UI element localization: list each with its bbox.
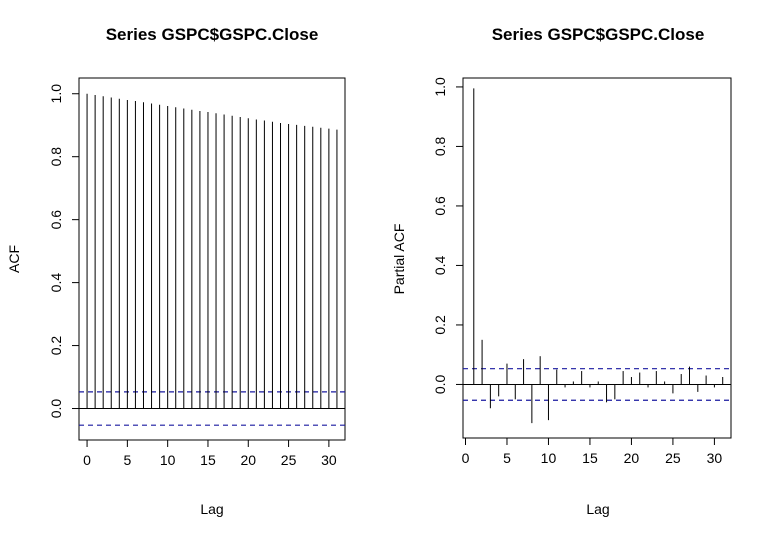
pacf-y-tick-label: 0.4 (432, 255, 448, 275)
pacf-y-tick-label: 0.2 (432, 315, 448, 335)
pacf-y-tick-label: 0.8 (432, 136, 448, 156)
pacf-marks: 0 5 10 15 20 25 30 0.0 0.2 0.4 0.6 0.8 1.0 (432, 77, 731, 466)
pacf-y-tick-label: 1.0 (432, 77, 448, 97)
pacf-plot-frame (462, 77, 732, 439)
acf-y-tick-label: 0.8 (48, 147, 64, 167)
acf-y-tick-label: 0.6 (48, 210, 64, 230)
acf-y-tick-label: 0.2 (48, 336, 64, 356)
acf-x-tick-label: 5 (123, 452, 131, 468)
acf-x-tick-label: 0 (83, 452, 91, 468)
pacf-x-tick-label: 30 (707, 450, 723, 466)
acf-y-tick-label: 0.0 (48, 399, 64, 419)
acf-marks: 0 5 10 15 20 25 30 0.0 0.2 0.4 0.6 0.8 1.0 (48, 84, 345, 468)
pacf-x-tick-label: 20 (624, 450, 640, 466)
pacf-x-tick-label: 0 (462, 450, 470, 466)
acf-y-axis-label: ACF (6, 245, 22, 273)
acf-title: Series GSPC$GSPC.Close (106, 25, 319, 44)
acf-x-tick-label: 20 (240, 452, 256, 468)
pacf-x-tick-label: 25 (665, 450, 681, 466)
pacf-y-tick-label: 0.6 (432, 196, 448, 216)
pacf-y-axis-label: Partial ACF (391, 224, 407, 295)
acf-y-tick-label: 1.0 (48, 84, 64, 104)
acf-x-tick-label: 10 (160, 452, 176, 468)
acf-plot-frame (78, 77, 346, 441)
pacf-panel: Series GSPC$GSPC.Close Lag Partial ACF 0… (391, 25, 732, 517)
acf-y-tick-label: 0.4 (48, 273, 64, 293)
acf-x-tick-label: 15 (200, 452, 216, 468)
acf-x-axis-label: Lag (200, 501, 223, 517)
pacf-x-tick-label: 10 (541, 450, 557, 466)
acf-x-tick-label: 25 (281, 452, 297, 468)
pacf-x-axis-label: Lag (586, 501, 609, 517)
pacf-y-tick-label: 0.0 (432, 375, 448, 395)
acf-x-tick-label: 30 (321, 452, 337, 468)
acf-panel: Series GSPC$GSPC.Close Lag ACF 0 5 10 15 20 2… (6, 25, 346, 517)
pacf-x-tick-label: 15 (582, 450, 598, 466)
pacf-title: Series GSPC$GSPC.Close (492, 25, 705, 44)
pacf-x-tick-label: 5 (503, 450, 511, 466)
